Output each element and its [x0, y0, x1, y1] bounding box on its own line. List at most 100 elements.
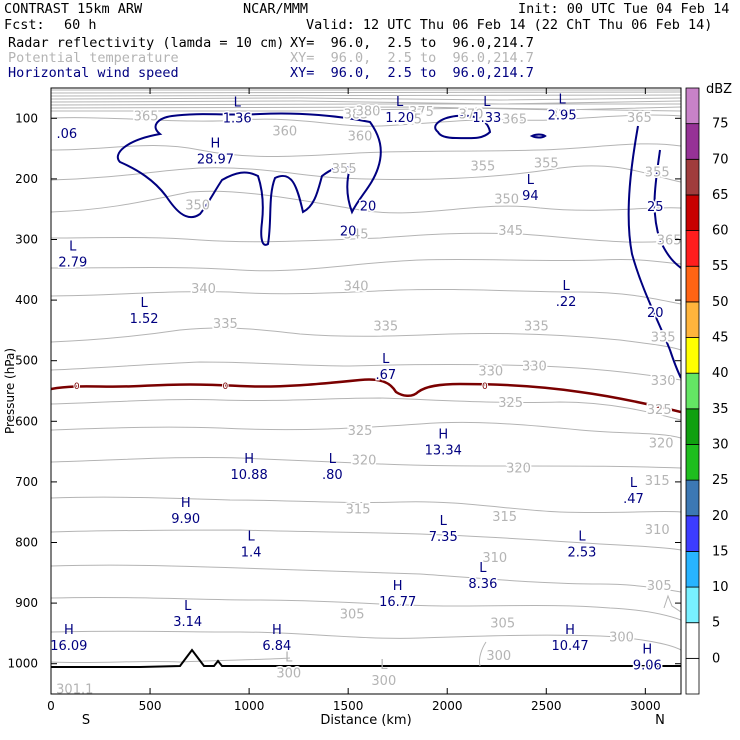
- y-tick-label: 900: [15, 596, 38, 610]
- colorbar-tick-label: 35: [712, 402, 729, 417]
- theta-label: 330: [522, 360, 547, 375]
- y-tick-label: 200: [15, 172, 38, 186]
- field-theta-name: Potential temperature: [8, 50, 179, 66]
- extremum-value: .67: [375, 368, 396, 383]
- field-wind-xy: XY= 96.0, 2.5 to 96.0,214.7: [290, 65, 534, 81]
- theta-label: 370: [550, 109, 575, 124]
- wind-contour-label: 25: [647, 200, 664, 215]
- theta-label: 335: [651, 330, 676, 345]
- colorbar-tick-label: 75: [712, 117, 729, 132]
- colorbar-tick-label: 0: [712, 651, 720, 666]
- theta-label: 340: [344, 280, 369, 295]
- theta-label: 370: [459, 107, 484, 122]
- extremum-value: 9.90: [171, 512, 200, 527]
- extremum-value: 300: [276, 667, 301, 682]
- colorbar-segment: [685, 551, 700, 588]
- theta-label: 355: [332, 162, 357, 177]
- high-marker: H: [565, 623, 575, 638]
- colorbar-tick-label: 25: [712, 473, 729, 488]
- valid-time: Valid: 12 UTC Thu 06 Feb 14 (22 ChT Thu …: [306, 17, 713, 33]
- theta-label: 335: [373, 320, 398, 335]
- colorbar-segment: [685, 444, 700, 481]
- extremum-value: 10.88: [231, 468, 268, 483]
- theta-label: 350: [494, 192, 519, 207]
- wind-contour-label: 20: [360, 200, 377, 215]
- low-marker: L: [440, 514, 448, 529]
- y-tick-label: 100: [15, 111, 38, 125]
- theta-label: 320: [506, 461, 531, 476]
- colorbar-segment: [685, 408, 700, 445]
- theta-label: 315: [346, 503, 371, 518]
- extremum-value: 94: [522, 189, 539, 204]
- extremum-value: 16.09: [50, 639, 87, 654]
- theta-label: 350: [185, 198, 210, 213]
- high-marker: H: [244, 452, 254, 467]
- theta-label: 300: [371, 675, 396, 690]
- colorbar-tick-label: 60: [712, 224, 729, 239]
- x-tick-label: 3000: [630, 699, 661, 713]
- extremum-value: .80: [322, 468, 343, 483]
- extremum-value: 7.35: [429, 530, 458, 545]
- fcst-value: 60 h: [64, 17, 97, 33]
- extremum-value: 300: [371, 674, 396, 689]
- y-tick-label: 600: [15, 414, 38, 428]
- theta-label: 345: [344, 227, 369, 242]
- init-time: Init: 00 UTC Tue 04 Feb 14: [518, 1, 730, 17]
- extremum-value: 1.20: [385, 111, 414, 126]
- colorbar-tick-label: 30: [712, 437, 729, 452]
- colorbar-segment: [685, 372, 700, 410]
- theta-label: 310: [482, 551, 507, 566]
- theta-label: 325: [647, 403, 672, 418]
- plot-frame: [50, 87, 682, 695]
- low-marker: L: [382, 352, 390, 367]
- wind-contour-label: 20: [340, 224, 357, 239]
- theta-label: 315: [645, 474, 670, 489]
- y-axis-label: Pressure (hPa): [3, 348, 17, 434]
- wind-contour-label: 20: [647, 306, 664, 321]
- low-marker: L: [483, 95, 491, 110]
- theta-label: 300: [609, 630, 634, 645]
- low-marker: L: [578, 529, 586, 544]
- colorbar-tick-label: 10: [712, 580, 729, 595]
- theta-label: 360: [272, 124, 297, 139]
- colorbar-segment: [685, 123, 700, 160]
- theta-label: 310: [645, 523, 670, 538]
- colorbar-tick-label: 70: [712, 152, 729, 167]
- terrain-line: [51, 648, 681, 668]
- x-left-end-label: S: [82, 713, 90, 728]
- colorbar-unit: dBZ: [706, 82, 732, 97]
- theta-label: 355: [470, 160, 495, 175]
- x-axis-label: Distance (km): [320, 713, 411, 728]
- theta-label: 365: [502, 112, 527, 127]
- x-right-end-label: N: [655, 713, 665, 728]
- colorbar-tick-label: 55: [712, 259, 729, 274]
- low-marker: L: [140, 296, 148, 311]
- x-tick-label: 500: [139, 699, 162, 713]
- high-marker: H: [211, 137, 221, 152]
- extremum-value: 9.06: [633, 659, 662, 674]
- colorbar-segment: [685, 586, 700, 624]
- field-reflectivity-name: Radar reflectivity (lamda = 10 cm): [8, 35, 285, 51]
- theta-label: 355: [534, 157, 559, 172]
- extremum-value: 6.84: [262, 639, 291, 654]
- reflectivity-zero-contour: [51, 378, 681, 414]
- stratosphere-isentropes: [51, 89, 681, 112]
- theta-label: 365: [134, 109, 159, 124]
- colorbar-segment: [685, 657, 700, 695]
- theta-label: 360: [348, 129, 373, 144]
- extremum-value: 2.79: [58, 256, 87, 271]
- zero-contour-label: 0: [74, 382, 80, 392]
- theta-label: 315: [492, 510, 517, 525]
- reflectivity-colorbar: 0 5 10 15 20 25 30 35 40 45 50 55 60 65 70 75: [685, 87, 729, 695]
- theta-label: 365: [627, 111, 652, 126]
- theta-label: 305: [340, 607, 365, 622]
- theta-label: 355: [645, 166, 670, 181]
- theta-label: 365: [657, 234, 682, 249]
- extremum-value: 1.33: [472, 111, 501, 126]
- extremum-value: 2.53: [567, 545, 596, 560]
- colorbar-tick-label: 45: [712, 331, 729, 346]
- low-marker: L: [247, 529, 255, 544]
- y-tick-label: 400: [15, 293, 38, 307]
- extremum-value: 28.97: [197, 153, 234, 168]
- low-marker: L: [285, 651, 293, 666]
